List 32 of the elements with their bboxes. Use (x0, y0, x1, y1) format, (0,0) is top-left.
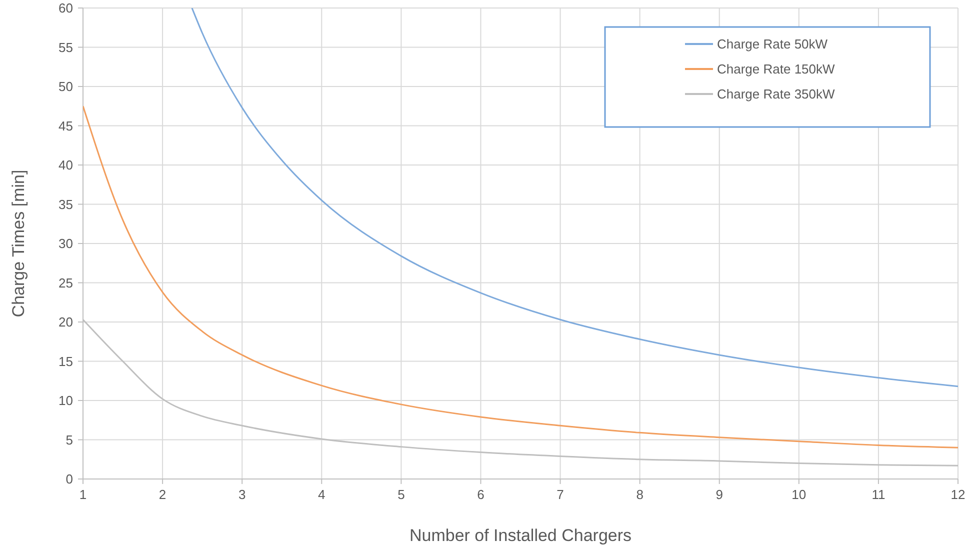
x-tick-label: 8 (636, 487, 644, 502)
x-tick-label: 7 (556, 487, 564, 502)
x-tick-label: 11 (872, 487, 886, 502)
legend-label: Charge Rate 150kW (717, 62, 836, 77)
y-tick-label: 0 (66, 472, 73, 487)
legend-label: Charge Rate 350kW (717, 86, 836, 102)
y-axis-title: Charge Times [min] (9, 170, 28, 318)
y-tick-label: 35 (58, 196, 73, 212)
y-tick-label: 20 (58, 314, 73, 330)
y-tick-label: 25 (58, 275, 73, 290)
x-axis-title: Number of Installed Chargers (409, 526, 632, 545)
y-tick-label: 45 (58, 118, 73, 134)
y-tick-label: 50 (58, 79, 73, 94)
x-tick-label: 12 (950, 487, 966, 502)
line-series (191, 8, 958, 388)
y-tick-label: 15 (58, 354, 73, 369)
x-tick-label: 2 (158, 487, 166, 502)
x-tick-label: 9 (716, 487, 723, 502)
x-tick-label: 4 (318, 487, 326, 502)
x-tick-label: 3 (238, 487, 246, 502)
y-tick-label: 60 (58, 0, 73, 16)
x-tick-label: 10 (792, 487, 806, 502)
y-tick-label: 30 (58, 236, 73, 252)
x-tick-label: 6 (477, 487, 484, 502)
y-tick-label: 55 (58, 40, 73, 55)
line-series (83, 105, 958, 448)
legend-label: Charge Rate 50kW (717, 36, 828, 52)
y-tick-label: 40 (58, 158, 73, 173)
x-tick-label: 1 (79, 487, 87, 502)
x-tick-label: 5 (398, 487, 405, 502)
y-tick-label: 5 (66, 432, 73, 448)
y-tick-label: 10 (58, 393, 73, 408)
